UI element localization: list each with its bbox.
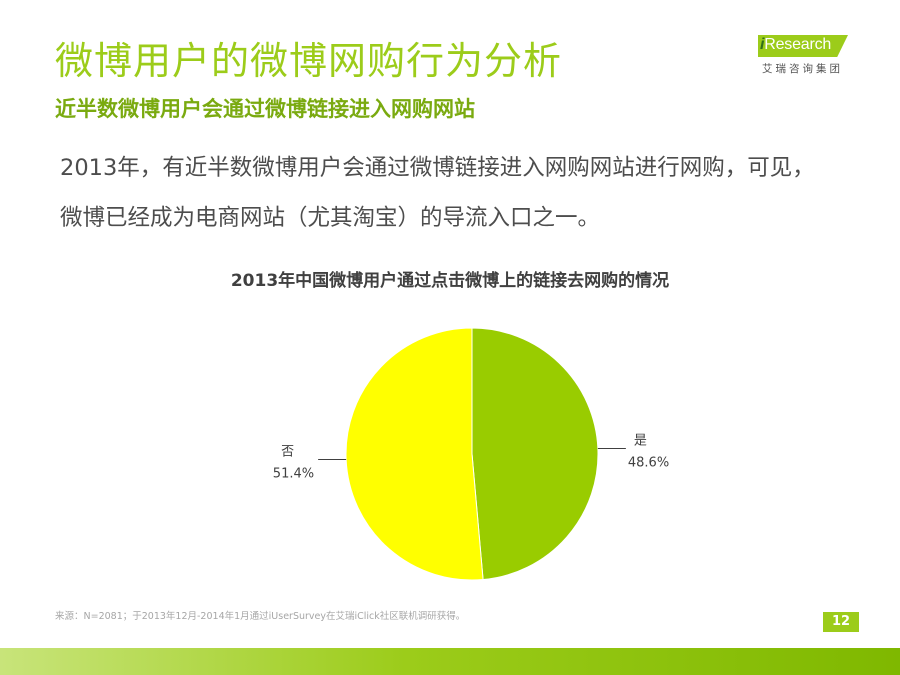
logo-word: Research [764, 36, 832, 53]
page-title: 微博用户的微博网购行为分析 [55, 39, 563, 83]
pie-slice-no [345, 327, 484, 581]
source-note: 来源：N=2081；于2013年12月-2014年1月通过iUserSurvey… [55, 611, 466, 622]
page-number: 12 [823, 612, 859, 632]
pie-slice-yes [471, 327, 599, 581]
logo-chinese-name: 艾瑞咨询集团 [762, 63, 843, 75]
page-subtitle: 近半数微博用户会通过微博链接进入网购网站 [55, 97, 475, 121]
logo-prefix: i [760, 36, 765, 53]
logo-badge [758, 35, 848, 57]
chart-title: 2013年中国微博用户通过点击微博上的链接去网购的情况 [230, 271, 670, 291]
iresearch-logo: iResearch 艾瑞咨询集团 [758, 35, 850, 81]
summary-text: 2013年，有近半数微博用户会通过微博链接进入网购网站进行网购，可见， 微博已经… [60, 143, 860, 243]
summary-line-1: 2013年，有近半数微博用户会通过微博链接进入网购网站进行网购，可见， [60, 155, 815, 181]
slice-label-no: 否 [281, 445, 294, 460]
slice-label-yes: 是 [634, 433, 647, 448]
slice-value-no: 51.4% [273, 467, 314, 482]
slice-value-yes: 48.6% [628, 455, 669, 470]
bottom-bar [0, 648, 900, 675]
logo-wordmark: iResearch [760, 36, 831, 54]
summary-line-2: 微博已经成为电商网站（尤其淘宝）的导流入口之一。 [60, 205, 601, 231]
